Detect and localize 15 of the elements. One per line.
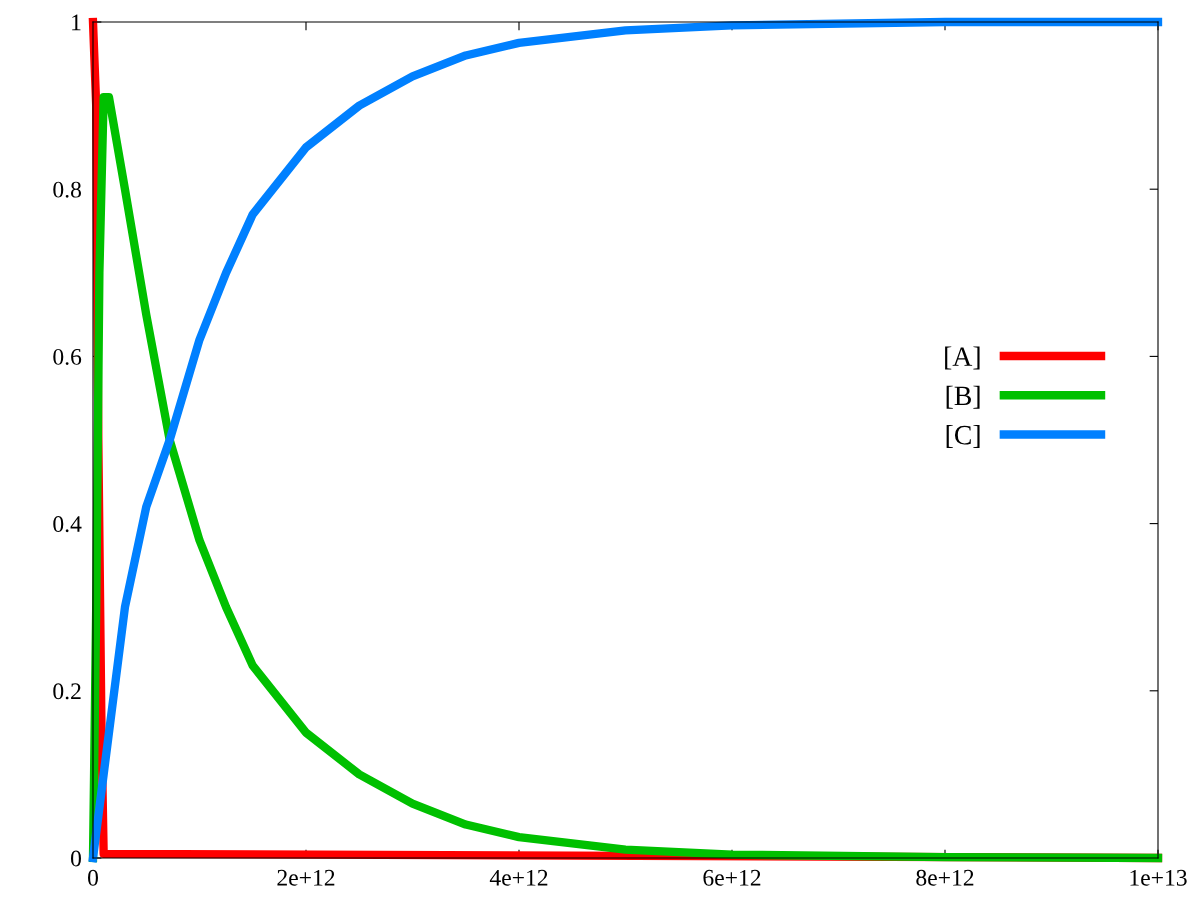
y-tick-label: 0.4 bbox=[53, 516, 82, 533]
x-tick-label: 6e+12 bbox=[703, 869, 761, 886]
y-tick-label: 0.8 bbox=[53, 181, 81, 198]
legend-label: [A] bbox=[945, 346, 980, 370]
x-tick-label: 2e+12 bbox=[277, 869, 335, 886]
legend-label: [C] bbox=[946, 424, 980, 448]
y-tick-label: 0.6 bbox=[53, 348, 82, 365]
x-tick-label: 8e+12 bbox=[916, 869, 974, 886]
x-tick-label: 1e+13 bbox=[1130, 869, 1187, 886]
y-tick-label: 0 bbox=[70, 850, 81, 867]
x-tick-label: 4e+12 bbox=[489, 869, 548, 886]
y-tick-label: 1 bbox=[72, 14, 81, 31]
y-tick-label: 0.2 bbox=[53, 683, 81, 700]
legend-label: [B] bbox=[946, 385, 980, 409]
x-tick-label: 0 bbox=[88, 869, 98, 886]
